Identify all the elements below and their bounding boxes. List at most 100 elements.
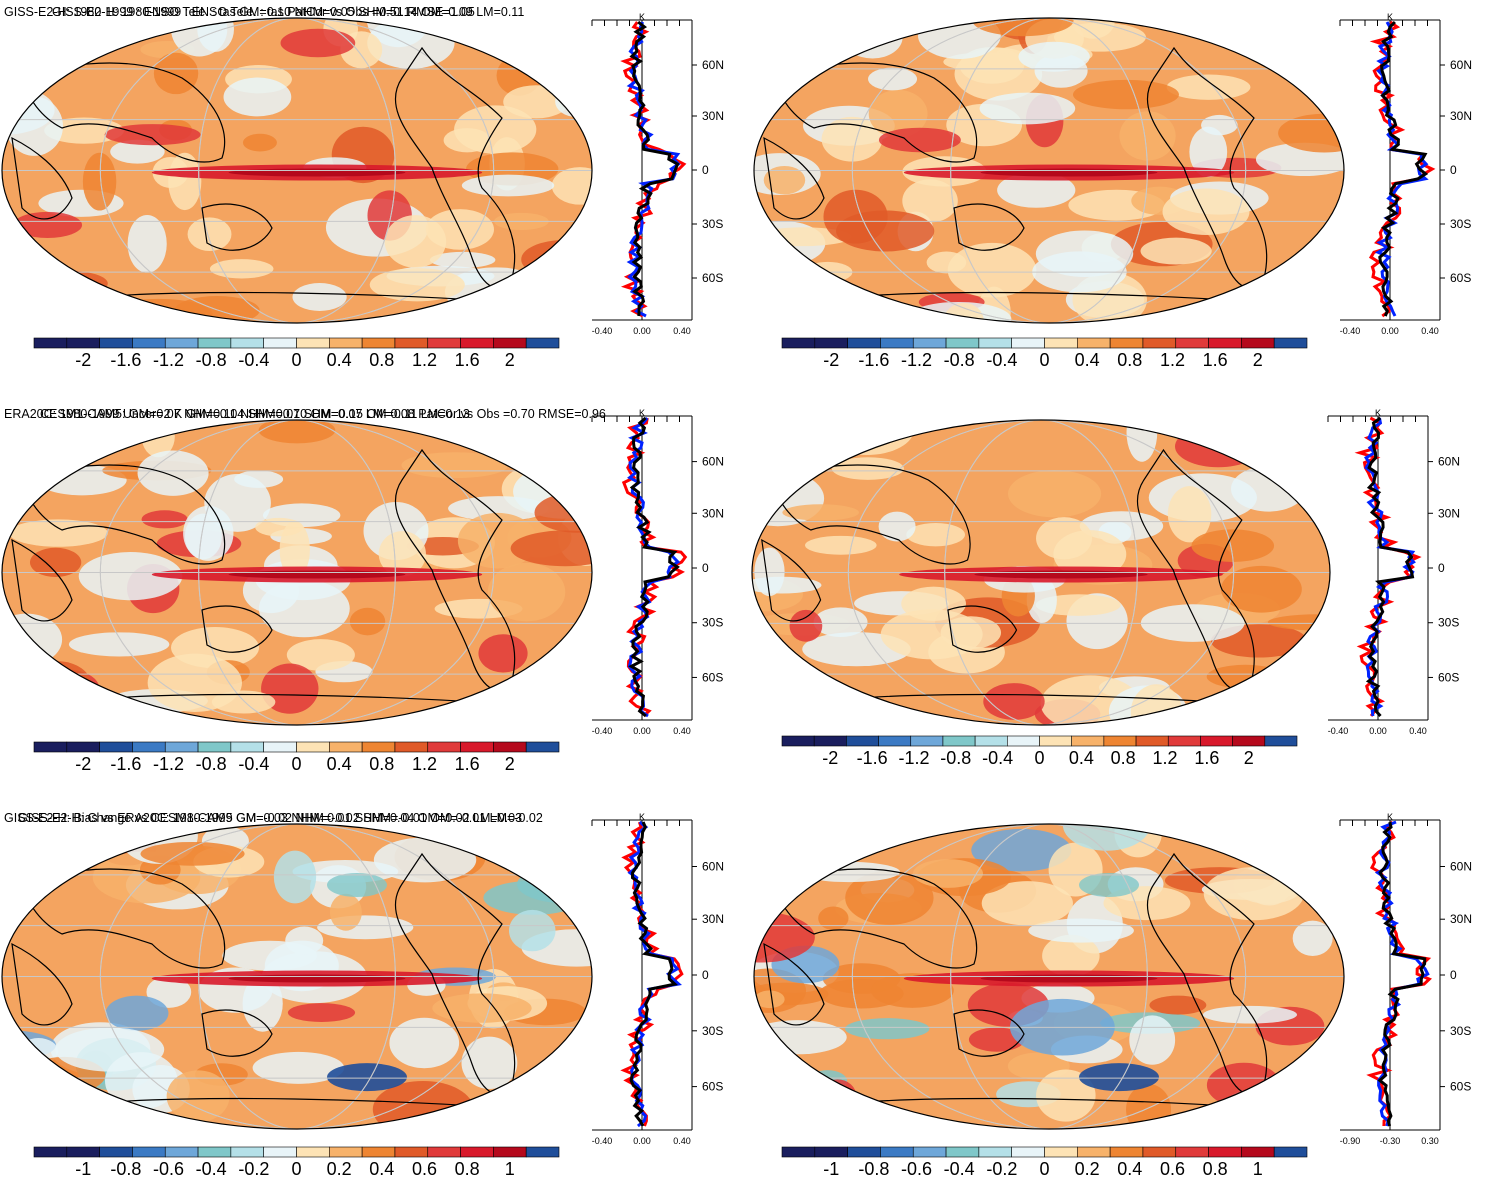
- profile-lat-label: 60S: [702, 271, 723, 285]
- colorbar: [33, 741, 560, 753]
- colorbar-label: -2: [75, 754, 91, 774]
- map-field: [754, 18, 1344, 323]
- profile-curve: [1368, 20, 1436, 318]
- colorbar-label: -0.2: [986, 1159, 1017, 1179]
- colorbar-label: 0: [291, 1159, 301, 1179]
- map-border: [1, 419, 593, 726]
- profile-lat-label: 30N: [702, 109, 724, 123]
- profile-lat-label: 0: [1438, 561, 1445, 575]
- profile-x-tick: 0.40: [1409, 726, 1427, 736]
- profile-x-tick: -0.40: [1340, 326, 1361, 336]
- profile-x-tick: -0.40: [592, 726, 613, 736]
- colorbar-label: -1.6: [858, 350, 889, 370]
- colorbar-label: -0.6: [901, 1159, 932, 1179]
- colorbar-label: -1.2: [153, 754, 184, 774]
- profile-curve: [627, 417, 681, 718]
- colorbar-label: -1.2: [898, 748, 929, 768]
- profile-unit: K: [1375, 408, 1381, 418]
- colorbar-label: 0.6: [412, 1159, 437, 1179]
- panel-title: GISS-E2-H: 1980-1999 : ENSO Tele. : tas …: [4, 5, 524, 19]
- profile-lat-label: 30S: [1450, 217, 1471, 231]
- profile-x-tick: -0.40: [592, 326, 613, 336]
- colorbar-label: 0.4: [327, 754, 352, 774]
- colorbar-label: -0.2: [238, 1159, 269, 1179]
- colorbar-label: -2: [823, 350, 839, 370]
- profile-lat-label: 0: [1450, 968, 1457, 982]
- colorbar-label: 1.2: [1153, 748, 1178, 768]
- colorbar-label: 0: [1034, 748, 1044, 768]
- profile-lat-label: 60S: [702, 1080, 723, 1094]
- colorbar-label: 0: [1039, 350, 1049, 370]
- profile-curve: [629, 20, 680, 317]
- profile-curve: [1364, 417, 1416, 717]
- profile-lat-label: 30N: [702, 912, 724, 926]
- profile-lat-label: 60S: [702, 670, 723, 684]
- colorbar-label: -0.8: [940, 748, 971, 768]
- colorbar-label: 0: [291, 350, 301, 370]
- profile-lat-label: 30N: [702, 506, 724, 520]
- colorbar-label: -0.4: [982, 748, 1013, 768]
- profile-unit: K: [639, 408, 645, 418]
- colorbar-label: 1.6: [1203, 350, 1228, 370]
- map-border: [1, 17, 593, 324]
- profile-lat-label: 60N: [1450, 860, 1472, 874]
- map-border: [753, 823, 1345, 1130]
- profile-x-tick: 0.30: [1421, 1136, 1439, 1146]
- profile-x-tick: 0.40: [673, 1136, 691, 1146]
- profile-lat-label: 30N: [1438, 506, 1460, 520]
- colorbar-label: -2: [822, 748, 838, 768]
- panel-title: CESM1-CAM5: GM=0.07 NHM=0.04 SHM=0.10 OM…: [40, 407, 606, 421]
- profile-lat-label: 30S: [702, 1024, 723, 1038]
- zonal-profile: [1339, 819, 1445, 1131]
- profile-x-tick: 0.00: [1369, 726, 1387, 736]
- profile-lat-label: 30N: [1450, 912, 1472, 926]
- profile-lat-label: 60S: [1450, 271, 1471, 285]
- profile-curve: [628, 416, 680, 718]
- profile-x-tick: 0.00: [633, 326, 651, 336]
- profile-lat-label: 60N: [1438, 455, 1460, 469]
- map-field: [2, 18, 592, 323]
- colorbar-label: -0.4: [238, 754, 269, 774]
- profile-curve: [1377, 821, 1427, 1127]
- profile-lat-label: 0: [702, 968, 709, 982]
- profile-x-tick: 0.00: [1381, 326, 1399, 336]
- colorbar-label: 0.8: [369, 350, 394, 370]
- colorbar-label: 1.6: [455, 754, 480, 774]
- panel-title: GISS-E2-H: Bias vs ERA20C: 1980-1999 GM=…: [4, 811, 543, 825]
- colorbar-label: -1.6: [857, 748, 888, 768]
- profile-lat-label: 30S: [1438, 616, 1459, 630]
- profile-lat-label: 30S: [702, 217, 723, 231]
- colorbar-label: -0.6: [153, 1159, 184, 1179]
- zonal-profile: [591, 19, 697, 321]
- profile-lat-label: 60N: [702, 58, 724, 72]
- zonal-profile: [1339, 19, 1445, 321]
- profile-lat-label: 30S: [1450, 1024, 1471, 1038]
- profile-x-tick: -0.40: [592, 1136, 613, 1146]
- colorbar: [781, 1146, 1308, 1158]
- colorbar-label: 1: [505, 1159, 515, 1179]
- colorbar-label: -1.6: [110, 754, 141, 774]
- profile-lat-label: 0: [1450, 163, 1457, 177]
- zonal-profile: [1327, 415, 1433, 721]
- colorbar-label: 1.2: [1160, 350, 1185, 370]
- colorbar-label: -0.8: [196, 754, 227, 774]
- colorbar-label: -0.8: [196, 350, 227, 370]
- colorbar-label: 0.6: [1160, 1159, 1185, 1179]
- colorbar-label: 0.8: [1117, 350, 1142, 370]
- colorbar-label: 0.4: [1117, 1159, 1142, 1179]
- colorbar-label: -2: [75, 350, 91, 370]
- profile-x-tick: 0.40: [673, 726, 691, 736]
- profile-curve: [629, 821, 678, 1127]
- colorbar-label: 1.6: [455, 350, 480, 370]
- profile-curve: [1374, 820, 1430, 1127]
- profile-lat-label: 60N: [1450, 58, 1472, 72]
- zonal-profile: [591, 819, 697, 1131]
- profile-x-tick: 0.00: [633, 1136, 651, 1146]
- colorbar-label: 0.4: [1075, 350, 1100, 370]
- colorbar-label: -1.2: [901, 350, 932, 370]
- profile-lat-label: 30S: [702, 616, 723, 630]
- panel-title: ERA20C: 1980-1999 Uncer=2 K GM=0.11 NHM=…: [4, 407, 470, 421]
- colorbar-label: -1.6: [110, 350, 141, 370]
- profile-x-tick: -0.90: [1340, 1136, 1361, 1146]
